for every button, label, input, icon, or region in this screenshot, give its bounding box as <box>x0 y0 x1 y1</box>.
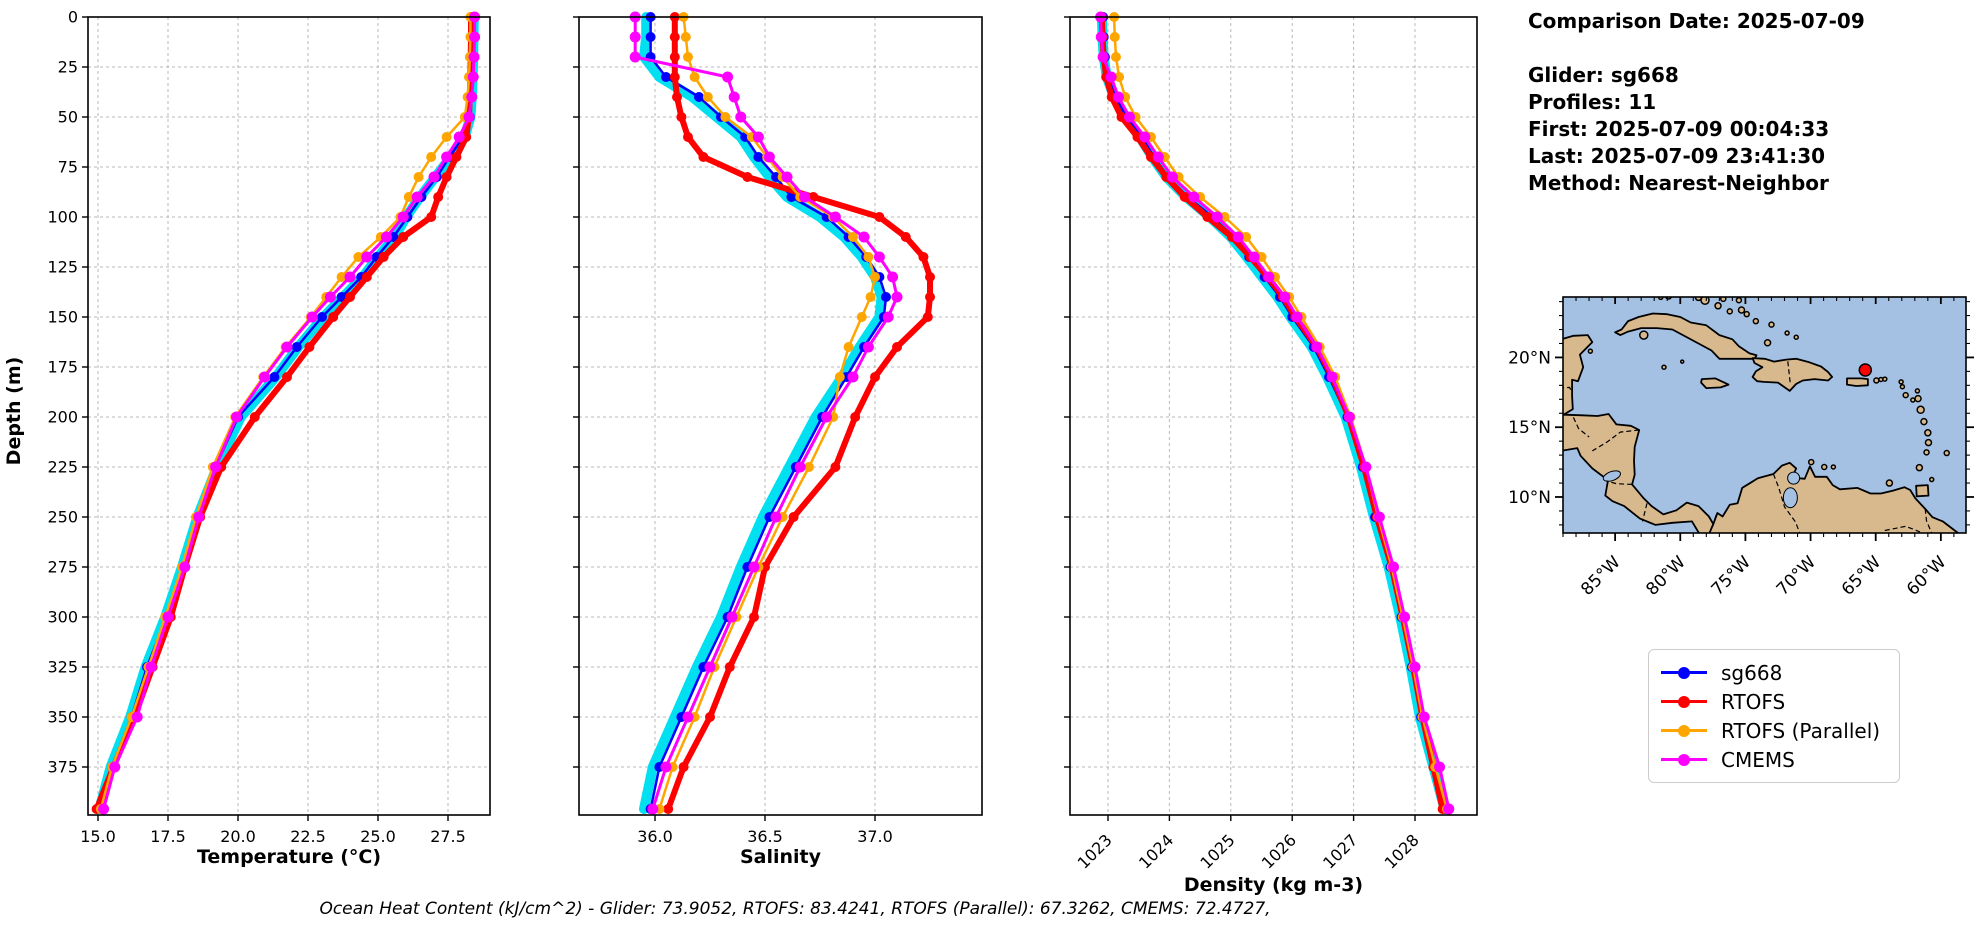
svg-text:22.5: 22.5 <box>290 827 326 846</box>
svg-text:300: 300 <box>47 608 78 627</box>
glider-name-text: Glider: sg668 <box>1528 63 1679 87</box>
profiles-count-text: Profiles: 11 <box>1528 90 1657 114</box>
x-axis-label-salinity: Salinity <box>739 846 822 868</box>
series-rtofs <box>91 12 476 814</box>
svg-text:150: 150 <box>47 308 78 327</box>
legend-line-sample <box>1661 666 1707 680</box>
legend-label: RTOFS <box>1721 689 1786 714</box>
series-cmems <box>1095 11 1455 815</box>
svg-text:25.0: 25.0 <box>360 827 396 846</box>
svg-text:36.5: 36.5 <box>747 827 783 846</box>
svg-text:75: 75 <box>58 158 78 177</box>
svg-text:0: 0 <box>68 8 78 27</box>
series-sg668 <box>97 12 479 814</box>
svg-text:17.5: 17.5 <box>150 827 186 846</box>
blank-line <box>1528 35 1865 62</box>
last-profile-time-text: Last: 2025-07-09 23:41:30 <box>1528 144 1826 168</box>
series-rtofs-parallel- <box>95 12 476 814</box>
series-sg668-raw- <box>94 12 479 814</box>
svg-text:75°W: 75°W <box>1708 552 1755 599</box>
svg-text:20°N: 20°N <box>1508 348 1551 368</box>
svg-text:350: 350 <box>47 708 78 727</box>
svg-text:1023: 1023 <box>1074 830 1116 872</box>
svg-text:60°W: 60°W <box>1903 552 1950 599</box>
legend-item-rtofs: RTOFS <box>1661 687 1887 716</box>
panel-density: 1023 1024 1025 1026 1027 1028 <box>1064 11 1478 873</box>
panel-temperature: 0 25 50 75 100 125 150 175 200 225 250 275 300 325 350… <box>47 8 491 846</box>
svg-text:25: 25 <box>58 58 78 77</box>
svg-text:250: 250 <box>47 508 78 527</box>
svg-text:27.5: 27.5 <box>430 827 466 846</box>
svg-text:10°N: 10°N <box>1508 488 1551 508</box>
x-axis-label-temperature: Temperature (°C) <box>196 846 382 868</box>
svg-text:80°W: 80°W <box>1642 552 1689 599</box>
svg-text:1027: 1027 <box>1319 830 1361 872</box>
svg-text:70°W: 70°W <box>1773 552 1820 599</box>
comparison-info-block: Comparison Date: 2025-07-09 Glider: sg66… <box>1528 8 1865 197</box>
svg-text:50: 50 <box>58 108 78 127</box>
legend-line-sample <box>1661 695 1707 709</box>
map-inset: 85°W 80°W 75°W 70°W 65°W 60°W 10°N 15°N 20°N <box>1508 296 1974 600</box>
series-rtofs-parallel- <box>654 12 880 814</box>
legend-line-sample <box>1661 753 1707 767</box>
svg-text:325: 325 <box>47 658 78 677</box>
svg-text:275: 275 <box>47 558 78 577</box>
series-rtofs <box>663 12 935 814</box>
legend-line-sample <box>1661 724 1707 738</box>
svg-text:65°W: 65°W <box>1838 552 1885 599</box>
comparison-date-text: Comparison Date: 2025-07-09 <box>1528 9 1865 33</box>
map-canvas <box>1563 297 1966 533</box>
series-cmems <box>629 11 903 815</box>
svg-text:100: 100 <box>47 208 78 227</box>
legend-label: sg668 <box>1721 660 1783 685</box>
svg-text:1026: 1026 <box>1258 830 1300 872</box>
svg-text:36.0: 36.0 <box>637 827 673 846</box>
method-text: Method: Nearest-Neighbor <box>1528 171 1829 195</box>
svg-text:15°N: 15°N <box>1508 418 1551 438</box>
first-profile-time-text: First: 2025-07-09 00:04:33 <box>1528 117 1830 141</box>
legend-label: RTOFS (Parallel) <box>1721 718 1881 743</box>
panel-salinity: 36.0 36.5 37.0 <box>573 11 983 846</box>
legend-item-rtofs-parallel: RTOFS (Parallel) <box>1661 716 1887 745</box>
svg-text:125: 125 <box>47 258 78 277</box>
x-axis-label-density: Density (kg m-3) <box>1183 874 1364 896</box>
legend-item-cmems: CMEMS <box>1661 745 1887 774</box>
legend: sg668 RTOFS RTOFS (Parallel) CMEMS <box>1648 649 1900 783</box>
series-cmems <box>98 11 481 815</box>
svg-text:1028: 1028 <box>1381 830 1423 872</box>
svg-text:37.0: 37.0 <box>857 827 893 846</box>
svg-text:200: 200 <box>47 408 78 427</box>
svg-text:375: 375 <box>47 758 78 777</box>
svg-text:1024: 1024 <box>1135 830 1177 872</box>
legend-label: CMEMS <box>1721 747 1795 772</box>
svg-text:225: 225 <box>47 458 78 477</box>
y-axis-label-depth: Depth (m) <box>3 356 25 466</box>
glider-location-dot <box>1858 363 1873 377</box>
ocean-heat-content-footer: Ocean Heat Content (kJ/cm^2) - Glider: 7… <box>319 899 1271 919</box>
series-rtofs-parallel- <box>1109 12 1452 814</box>
svg-text:15.0: 15.0 <box>80 827 116 846</box>
legend-item-sg668: sg668 <box>1661 658 1887 687</box>
svg-text:175: 175 <box>47 358 78 377</box>
svg-text:85°W: 85°W <box>1577 552 1624 599</box>
svg-text:1025: 1025 <box>1196 830 1238 872</box>
svg-text:20.0: 20.0 <box>220 827 256 846</box>
